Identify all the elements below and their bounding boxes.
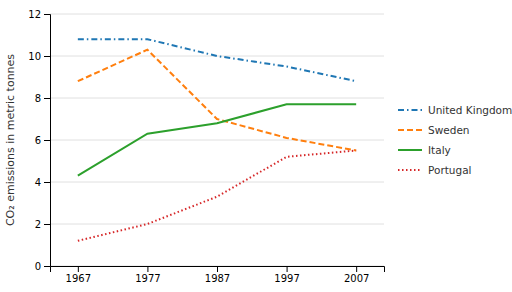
grid [50, 14, 384, 266]
tick-mark [44, 14, 50, 15]
x-tick: 2007 [344, 266, 369, 284]
x-tick: 1967 [66, 266, 91, 284]
tick-mark [147, 266, 148, 272]
legend-label: Sweden [428, 124, 470, 136]
tick-mark [44, 98, 50, 99]
y-tick: 10 [28, 51, 50, 62]
series-line [78, 39, 356, 81]
tick-label: 1977 [135, 273, 160, 284]
tick-label: 12 [28, 9, 41, 20]
tick-mark [44, 266, 50, 267]
x-tick: 1977 [135, 266, 160, 284]
legend-swatch [398, 169, 422, 171]
x-tick: 1987 [205, 266, 230, 284]
tick-label: 1997 [274, 273, 299, 284]
y-tick: 8 [35, 93, 50, 104]
tick-label: 8 [35, 93, 41, 104]
series-line [78, 50, 356, 151]
tick-label: 2 [35, 219, 41, 230]
legend-item: Portugal [398, 164, 472, 176]
grid-line [50, 98, 384, 99]
legend-item: Sweden [398, 124, 470, 136]
legend-item: United Kingdom [398, 104, 512, 116]
x-tick: 1997 [274, 266, 299, 284]
tick-mark [287, 266, 288, 272]
tick-mark [78, 266, 79, 272]
tick-mark [356, 266, 357, 272]
y-tick: 4 [35, 177, 50, 188]
series-line [78, 104, 356, 175]
legend: United Kingdom Sweden Italy Portugal [398, 104, 512, 176]
legend-swatch [398, 109, 422, 111]
tick-label: 10 [28, 51, 41, 62]
y-tick: 6 [35, 135, 50, 146]
y-tick: 12 [28, 9, 50, 20]
tick-mark [44, 56, 50, 57]
tick-mark [44, 224, 50, 225]
tick-label: 6 [35, 135, 41, 146]
grid-line [50, 224, 384, 225]
chart: 1967 1977 1987 1997 2007 0 2 4 6 8 10 12 CO₂ emissio… [0, 0, 512, 292]
grid-line [50, 14, 384, 15]
legend-label: Portugal [428, 164, 472, 176]
tick-label: 1987 [205, 273, 230, 284]
legend-swatch [398, 149, 422, 151]
series-line [78, 151, 356, 241]
lines [78, 39, 356, 241]
legend-label: United Kingdom [428, 104, 512, 116]
y-tick: 0 [35, 261, 50, 272]
tick-mark [44, 182, 50, 183]
grid-line [50, 182, 384, 183]
legend-swatch [398, 129, 422, 131]
tick-label: 0 [35, 261, 41, 272]
y-axis: 0 2 4 6 8 10 12 [28, 9, 50, 272]
y-tick: 2 [35, 219, 50, 230]
tick-label: 2007 [344, 273, 369, 284]
grid-line [50, 56, 384, 57]
grid-line [50, 140, 384, 141]
plot: 1967 1977 1987 1997 2007 0 2 4 6 8 10 12 [28, 9, 384, 284]
legend-label: Italy [428, 144, 451, 156]
x-axis: 1967 1977 1987 1997 2007 [51, 266, 385, 284]
legend-item: Italy [398, 144, 451, 156]
tick-mark [217, 266, 218, 272]
tick-label: 4 [35, 177, 41, 188]
tick-label: 1967 [66, 273, 91, 284]
axis-line [44, 15, 51, 267]
tick-mark [44, 140, 50, 141]
y-axis-title: CO₂ emissions in metric tonnes [4, 54, 17, 226]
axis-line [51, 267, 385, 273]
